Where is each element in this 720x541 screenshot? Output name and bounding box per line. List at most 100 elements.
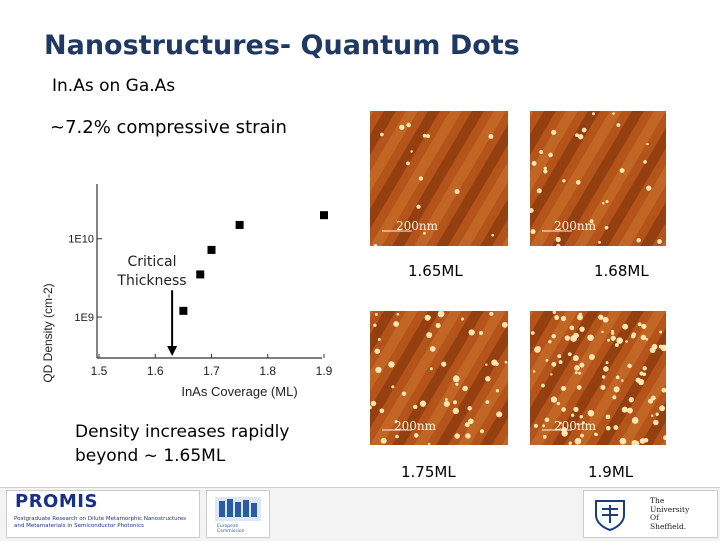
scale-label-2: 200nm: [554, 219, 597, 233]
quantum-dot: [416, 204, 421, 209]
quantum-dot: [374, 348, 381, 354]
afm-terrace: [502, 235, 508, 246]
quantum-dot: [646, 185, 652, 191]
quantum-dot: [614, 343, 619, 347]
quantum-dot: [575, 133, 579, 138]
quantum-dot: [578, 134, 584, 140]
afm-terrace: [574, 311, 666, 445]
quantum-dot: [588, 354, 595, 360]
afm-terrace: [392, 111, 484, 246]
y-tick-label-0: 1E9: [74, 312, 94, 324]
afm-texture-3: [370, 311, 508, 445]
afm-terrace: [552, 111, 644, 246]
quantum-dot: [429, 346, 436, 352]
quantum-dot: [573, 332, 579, 339]
university-name: The University Of Sheffield.: [650, 496, 689, 531]
quantum-dot: [638, 378, 645, 386]
quantum-dot: [613, 425, 619, 430]
quantum-dot: [574, 437, 582, 445]
quantum-dot: [602, 316, 609, 323]
quantum-dot: [465, 433, 471, 439]
quantum-dot: [531, 160, 537, 166]
afm-image-1: 200nm: [370, 111, 508, 246]
quantum-dot: [605, 361, 609, 365]
x-tick-label-3: 1.8: [259, 364, 276, 378]
quantum-dot: [637, 322, 642, 327]
quantum-dot: [539, 150, 544, 154]
quantum-dot: [602, 201, 605, 205]
quantum-dot: [544, 417, 550, 423]
material-label: In.As on Ga.As: [52, 76, 176, 96]
quantum-dot: [579, 415, 583, 419]
quantum-dot: [488, 134, 494, 139]
afm-background: [530, 311, 666, 445]
quantum-dot: [429, 367, 433, 371]
afm-terrace: [596, 327, 666, 445]
quantum-dot: [468, 418, 474, 425]
afm-texture-4: [530, 311, 666, 445]
quantum-dot: [659, 330, 663, 334]
quantum-dot: [651, 343, 658, 350]
quantum-dot: [600, 384, 606, 391]
coverage-label-1: 1.65ML: [408, 262, 463, 280]
quantum-dot: [625, 340, 628, 343]
quantum-dot: [536, 188, 542, 194]
quantum-dot: [542, 424, 546, 428]
density-chart: 1.5 1.6 1.7 1.8 1.9 1E9 1E10 InAs Coverage (ML)…: [41, 184, 333, 399]
quantum-dot: [406, 161, 410, 166]
quantum-dot: [576, 422, 579, 426]
quantum-dot: [479, 429, 485, 434]
quantum-dot: [561, 407, 566, 412]
quantum-dot: [435, 322, 441, 329]
university-line-1: The: [650, 496, 665, 505]
data-point-0: [179, 306, 188, 315]
university-line-4: Sheffield.: [650, 521, 687, 531]
afm-terrace: [370, 111, 374, 118]
quantum-dot: [533, 423, 538, 428]
afm-terrace: [370, 111, 418, 192]
quantum-dot: [534, 346, 541, 353]
quantum-dot: [604, 225, 609, 230]
quantum-dot: [641, 323, 647, 329]
quantum-dot: [452, 375, 460, 383]
quantum-dot: [575, 180, 581, 185]
quantum-dot: [375, 366, 382, 374]
quantum-dot: [401, 391, 407, 397]
annotation-line-2: Thickness: [116, 273, 186, 289]
quantum-dot: [639, 371, 644, 376]
coverage-label-2: 1.68ML: [594, 262, 649, 280]
quantum-dot: [610, 335, 616, 341]
afm-texture-2: [530, 111, 666, 246]
afm-terrace: [436, 124, 508, 246]
afm-terrace: [370, 311, 462, 445]
afm-terrace: [596, 127, 666, 246]
scale-label-4: 200nm: [554, 419, 597, 433]
quantum-dot: [468, 329, 475, 336]
quantum-dot: [615, 375, 620, 380]
quantum-dot: [651, 414, 654, 417]
x-tick-label-2: 1.7: [203, 364, 220, 378]
quantum-dot: [631, 417, 639, 424]
afm-terrace: [370, 111, 462, 246]
afm-terrace: [480, 198, 508, 246]
data-point-3: [235, 220, 244, 229]
annotation-line-1: Critical: [128, 254, 177, 270]
quantum-dot: [605, 414, 611, 420]
quantum-dot: [406, 122, 411, 128]
quantum-dot: [605, 425, 611, 431]
quantum-dot: [496, 411, 503, 418]
quantum-dot: [572, 355, 579, 362]
quantum-dot: [598, 314, 604, 320]
quantum-dot: [530, 331, 535, 335]
quantum-dot: [455, 382, 459, 386]
quantum-dot: [619, 168, 625, 174]
afm-terrace: [530, 111, 578, 192]
eu-text: European Commission: [217, 524, 245, 534]
quantum-dot: [616, 337, 623, 344]
quantum-dot: [645, 337, 649, 341]
quantum-dot: [646, 142, 649, 146]
quantum-dot: [485, 363, 488, 366]
quantum-dot: [545, 358, 549, 362]
quantum-dot: [454, 433, 460, 439]
slide-title: Nanostructures- Quantum Dots: [44, 30, 520, 61]
